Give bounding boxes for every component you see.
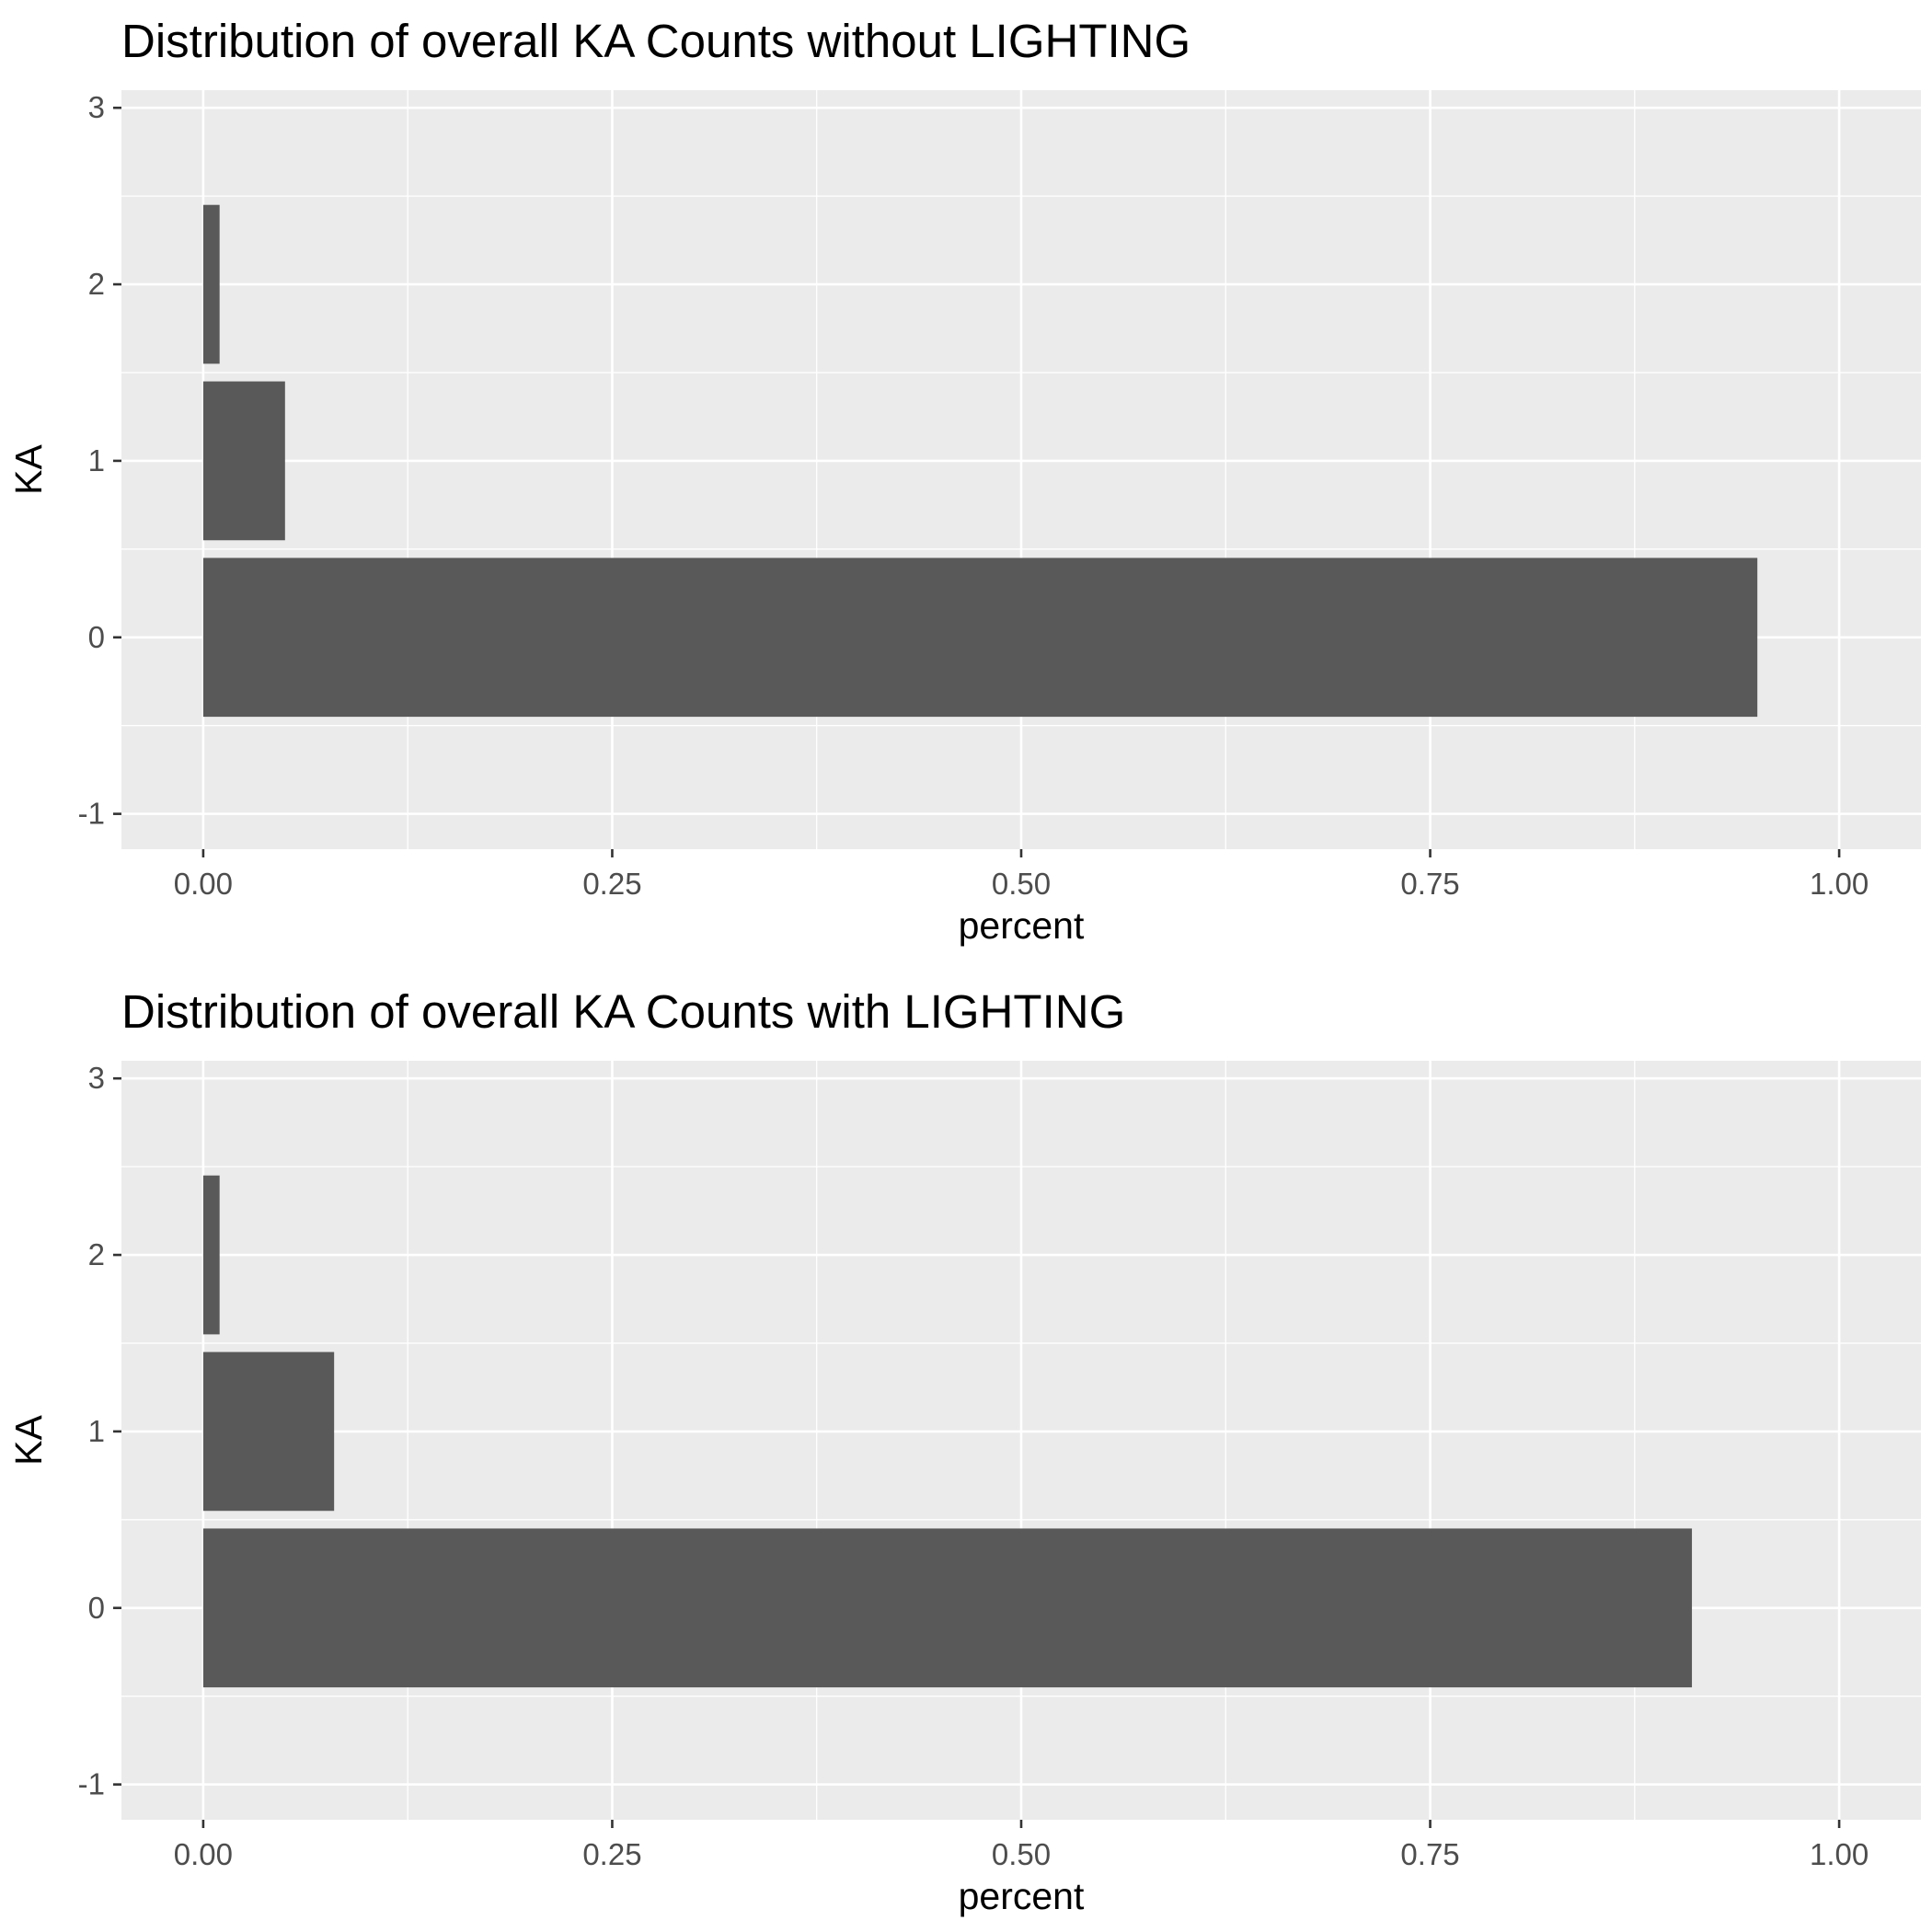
y-tick-label: -1 (78, 797, 105, 831)
chart-2: -1 0 1 2 3 0.00 0.25 0.50 0.75 1.00 Distribution o… (7, 985, 1921, 1917)
bar-ka-1 (202, 381, 285, 541)
x-tick-label: 0.25 (582, 867, 641, 901)
y-tick-label: -1 (78, 1767, 105, 1801)
x-axis-title: percent (959, 904, 1085, 947)
y-tick-label: 2 (88, 1237, 105, 1271)
x-tick-label: 0.50 (992, 867, 1051, 901)
y-tick-label: 0 (88, 1591, 105, 1625)
x-tick-label: 0.75 (1400, 867, 1459, 901)
x-tick-label: 1.00 (1810, 1837, 1869, 1871)
x-tick-label: 0.25 (582, 1837, 641, 1871)
x-tick-label: 1.00 (1810, 867, 1869, 901)
x-tick-label: 0.75 (1400, 1837, 1459, 1871)
chart-1: -1 0 1 2 3 0.00 0.25 0.50 0.75 1.00 Distribution o… (7, 15, 1921, 947)
chart-title: Distribution of overall KA Counts with L… (121, 985, 1125, 1038)
y-tick-label: 3 (88, 1061, 105, 1095)
chart-title: Distribution of overall KA Counts withou… (121, 15, 1190, 67)
x-tick-label: 0.00 (174, 867, 233, 901)
y-tick-label: 3 (88, 90, 105, 124)
y-axis-title: KA (7, 444, 50, 495)
y-tick-label: 1 (88, 443, 105, 477)
x-tick-label: 0.00 (174, 1837, 233, 1871)
y-tick-label: 1 (88, 1414, 105, 1448)
y-tick-label: 0 (88, 620, 105, 654)
x-axis-title: percent (959, 1875, 1085, 1917)
bar-ka-2 (202, 204, 220, 364)
y-tick-label: 2 (88, 267, 105, 301)
bar-ka-1 (202, 1351, 335, 1512)
bar-ka-2 (202, 1175, 220, 1335)
bar-ka-0 (202, 1528, 1693, 1688)
x-tick-label: 0.50 (992, 1837, 1051, 1871)
bar-ka-0 (202, 558, 1758, 718)
y-axis-title: KA (7, 1415, 50, 1466)
